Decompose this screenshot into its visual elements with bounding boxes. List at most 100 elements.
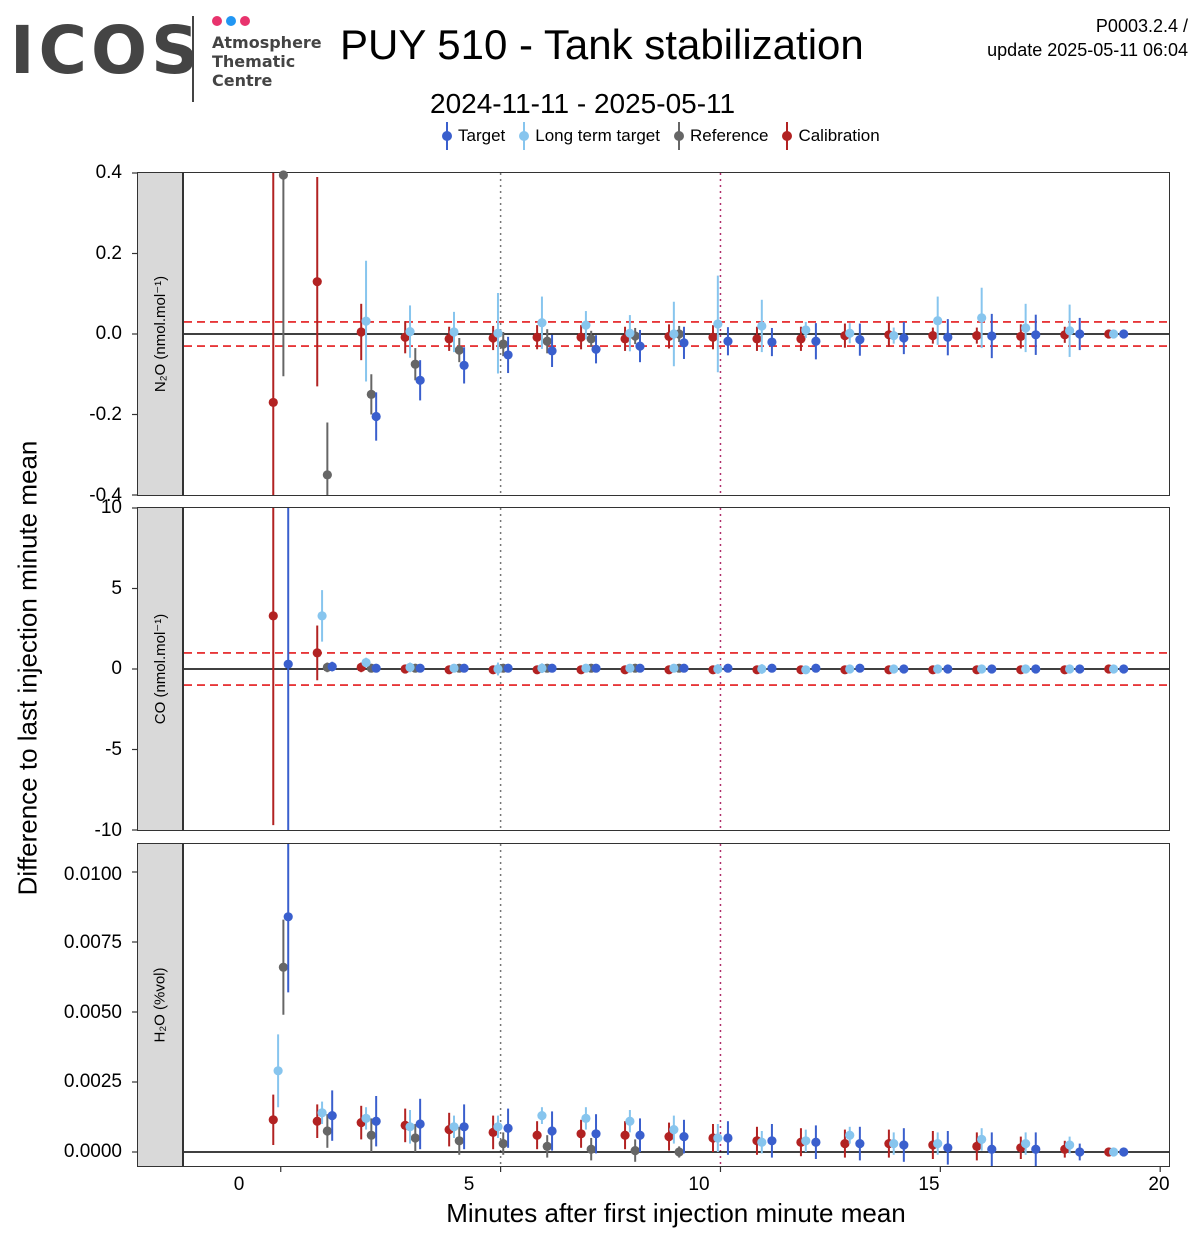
chart-subtitle: 2024-11-11 - 2025-05-11 xyxy=(430,88,736,119)
logo-line-atmosphere: Atmosphere xyxy=(212,33,322,52)
y-tick-label: 10 xyxy=(100,497,122,518)
data-point xyxy=(669,1125,679,1135)
data-point xyxy=(1119,329,1129,339)
data-point xyxy=(635,1130,645,1140)
data-point xyxy=(767,663,777,673)
data-point xyxy=(943,1143,953,1153)
data-point xyxy=(537,1111,547,1121)
x-tick-label: 15 xyxy=(918,1174,940,1195)
data-point xyxy=(1065,1140,1075,1150)
data-point xyxy=(581,1113,591,1123)
panel-n2o xyxy=(183,172,1170,496)
data-point xyxy=(449,1122,459,1132)
data-point xyxy=(405,662,415,672)
legend-key-icon xyxy=(672,122,686,150)
data-point xyxy=(576,332,586,342)
data-point xyxy=(1108,1147,1119,1157)
data-point xyxy=(1031,1144,1041,1154)
legend: Target Long term target Reference Calibr… xyxy=(440,122,892,150)
data-point xyxy=(855,335,865,345)
legend-item-reference: Reference xyxy=(672,122,768,150)
data-point xyxy=(943,664,953,674)
data-point xyxy=(1075,329,1085,339)
y-tick-label: 0.0050 xyxy=(63,1002,122,1023)
data-point xyxy=(840,1139,850,1149)
data-point xyxy=(987,1144,997,1154)
panel-co xyxy=(183,507,1170,831)
data-point xyxy=(493,328,503,338)
legend-label: Calibration xyxy=(798,126,880,145)
data-point xyxy=(581,320,591,330)
data-point xyxy=(679,1132,689,1142)
y-tick-label: 0.4 xyxy=(95,162,122,183)
data-point xyxy=(410,1133,420,1143)
data-point xyxy=(625,1116,635,1126)
data-point xyxy=(679,338,689,348)
data-point xyxy=(1065,664,1075,674)
data-point xyxy=(625,328,635,338)
data-point xyxy=(943,332,953,342)
data-point xyxy=(664,1132,674,1142)
data-point xyxy=(933,1139,943,1149)
data-point xyxy=(801,1136,811,1146)
data-point xyxy=(547,663,557,673)
logo-divider xyxy=(192,16,194,102)
data-point xyxy=(278,962,288,972)
update-label: update 2025-05-11 06:04 xyxy=(987,40,1188,60)
data-point xyxy=(371,1116,381,1126)
legend-item-long-term-target: Long term target xyxy=(517,122,660,150)
legend-key-icon xyxy=(440,122,454,150)
y-tick-label: 0.0100 xyxy=(63,864,122,885)
data-point xyxy=(415,1119,425,1129)
data-point xyxy=(1021,664,1031,674)
data-point xyxy=(312,648,322,658)
data-point xyxy=(278,170,288,180)
data-point xyxy=(928,331,938,341)
data-point xyxy=(415,663,425,673)
logo-dot-icon xyxy=(226,16,236,26)
legend-label: Reference xyxy=(690,126,769,145)
y-tick-label: 0.0000 xyxy=(63,1141,122,1162)
data-point xyxy=(1075,1147,1085,1157)
data-point xyxy=(933,316,943,326)
y-tick-label: -10 xyxy=(94,820,122,841)
data-point xyxy=(889,331,899,341)
data-point xyxy=(933,664,943,674)
data-point xyxy=(361,316,371,326)
logo-line-centre: Centre xyxy=(212,71,273,90)
data-point xyxy=(586,334,596,344)
data-point xyxy=(1031,330,1041,340)
data-point xyxy=(547,1126,557,1136)
x-tick-label: 10 xyxy=(688,1174,710,1195)
data-point xyxy=(356,327,366,337)
data-point xyxy=(366,389,376,399)
data-point xyxy=(674,1147,684,1157)
data-point xyxy=(459,1122,469,1132)
x-tick-label: 20 xyxy=(1148,1174,1170,1195)
data-point xyxy=(713,664,723,674)
data-point xyxy=(679,663,689,673)
data-point xyxy=(1021,323,1031,333)
data-point xyxy=(405,1122,415,1132)
data-point xyxy=(855,1139,865,1149)
data-point xyxy=(542,336,552,346)
data-point xyxy=(454,1136,464,1146)
y-tick-label: 0 xyxy=(111,658,122,679)
data-point xyxy=(669,329,679,339)
y-tick-label: 0.0 xyxy=(95,323,122,344)
data-point xyxy=(635,663,645,673)
data-point xyxy=(1065,326,1075,336)
data-point xyxy=(493,1122,503,1132)
data-point xyxy=(811,1137,821,1147)
data-point xyxy=(620,1130,630,1140)
data-point xyxy=(327,661,337,672)
data-point xyxy=(498,1139,508,1149)
x-tick-label: 0 xyxy=(233,1174,245,1195)
data-point xyxy=(708,332,718,342)
data-point xyxy=(581,663,591,673)
data-point xyxy=(757,664,767,674)
data-point xyxy=(503,350,513,360)
data-point xyxy=(845,664,855,674)
data-point xyxy=(1119,664,1129,674)
data-point xyxy=(503,663,513,673)
